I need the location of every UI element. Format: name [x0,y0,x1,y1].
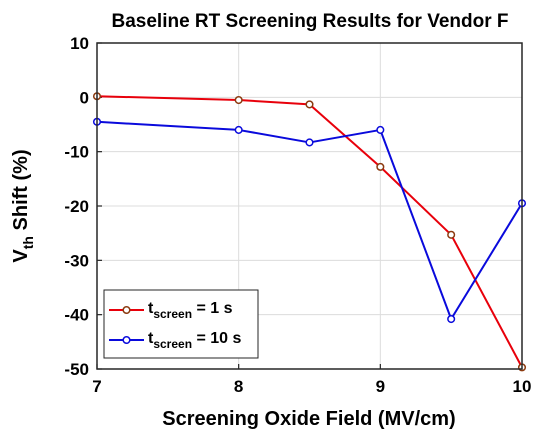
x-tick-label-2: 9 [376,377,385,396]
y-tick-label-3: -20 [64,197,89,216]
y-tick-label-5: -40 [64,306,89,325]
legend-label-1-main: t [148,300,154,317]
x-tick-label-0: 7 [92,377,101,396]
y-axis-label-main: V [10,249,32,263]
series-1-point-3 [376,162,385,171]
series-2-line [96,120,523,321]
legend-marker-2 [122,335,131,345]
y-tick-label-2: -10 [64,143,89,162]
legend-entry-2: tscreen = 10 s [109,330,242,351]
plot-frame [96,42,523,370]
y-tick-label-6: -50 [64,360,89,379]
legend-label-2-sub: screen [153,337,192,351]
legend-marker-1 [122,305,131,315]
series-2-point-1 [234,125,243,134]
x-tick-label-3: 10 [513,377,532,396]
y-tick-label-0: 10 [70,34,89,53]
x-tick-labels: 7 8 9 10 [92,377,531,396]
legend-label-2: tscreen = 10 s [148,330,242,351]
y-axis-label-sub: th [20,236,36,249]
legend-label-2-main: t [148,330,154,347]
legend-label-2-rest: = 10 s [192,330,241,347]
legend-label-1-sub: screen [153,307,192,321]
series-2-point-2 [305,138,314,147]
legend: tscreen = 1 s tscreen = 10 s [103,289,259,359]
legend-box [103,289,259,359]
series-1-point-2 [305,100,314,109]
y-axis-label: Vth Shift (%) [10,149,36,262]
y-tick-labels: 10 0 -10 -20 -30 -40 -50 [64,34,89,379]
series-1-point-4 [447,230,456,239]
series-2-point-4 [447,314,456,324]
x-tick-label-1: 8 [234,377,243,396]
legend-label-1: tscreen = 1 s [148,300,233,321]
y-tick-label-1: 0 [80,88,89,107]
y-tick-label-4: -30 [64,251,89,270]
series-2-point-3 [376,125,385,134]
series-1-point-1 [234,96,243,105]
legend-label-1-rest: = 1 s [192,300,233,317]
chart-title: Baseline RT Screening Results for Vendor… [112,11,509,32]
x-axis-label: Screening Oxide Field (MV/cm) [162,408,455,430]
y-axis-label-rest: Shift (%) [10,149,32,236]
legend-entry-1: tscreen = 1 s [109,300,233,321]
